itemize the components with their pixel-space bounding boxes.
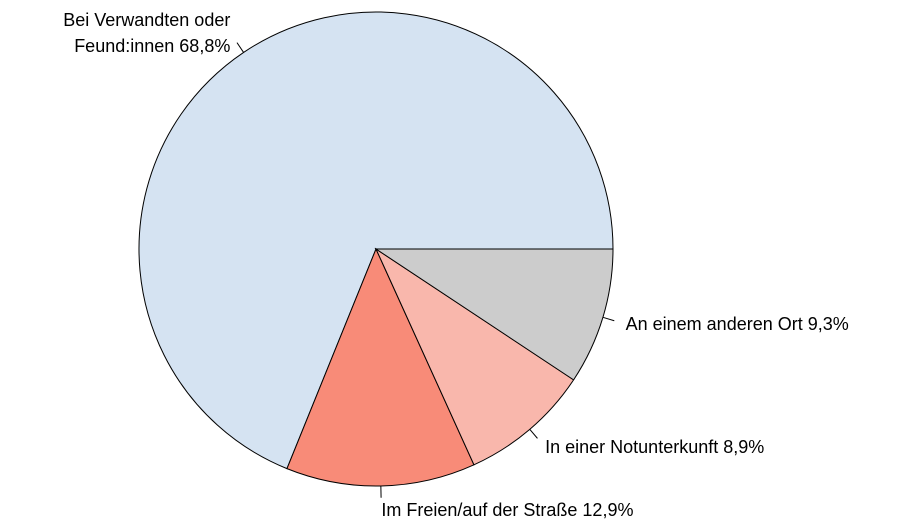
- slice-label: An einem anderen Ort 9,3%: [626, 311, 849, 337]
- label-tick: [602, 316, 615, 322]
- value-label: 8,9%: [723, 437, 765, 458]
- value-label: 9,3%: [807, 314, 849, 335]
- slice-label: Bei Verwandten oder Feund:innen 68,8%: [15, 7, 230, 59]
- value-label: 12,9%: [582, 499, 634, 520]
- pie-slice: [374, 248, 614, 381]
- category-label: In einer Notunterkunft: [545, 437, 719, 458]
- category-label: An einem anderen Ort: [625, 314, 803, 335]
- slice-label: In einer Notunterkunft 8,9%: [545, 434, 764, 460]
- pie-slice: [286, 247, 475, 487]
- label-tick: [236, 42, 245, 53]
- category-label: Im Freien/auf der Straße: [381, 499, 578, 520]
- label-tick: [529, 429, 538, 439]
- slice-label: Im Freien/auf der Straße 12,9%: [381, 497, 633, 523]
- pie-slice: [374, 247, 575, 466]
- value-label: 68,8%: [179, 35, 231, 56]
- pie-slice: [138, 11, 614, 470]
- category-label: Bei Verwandten oder Feund:innen: [63, 9, 231, 56]
